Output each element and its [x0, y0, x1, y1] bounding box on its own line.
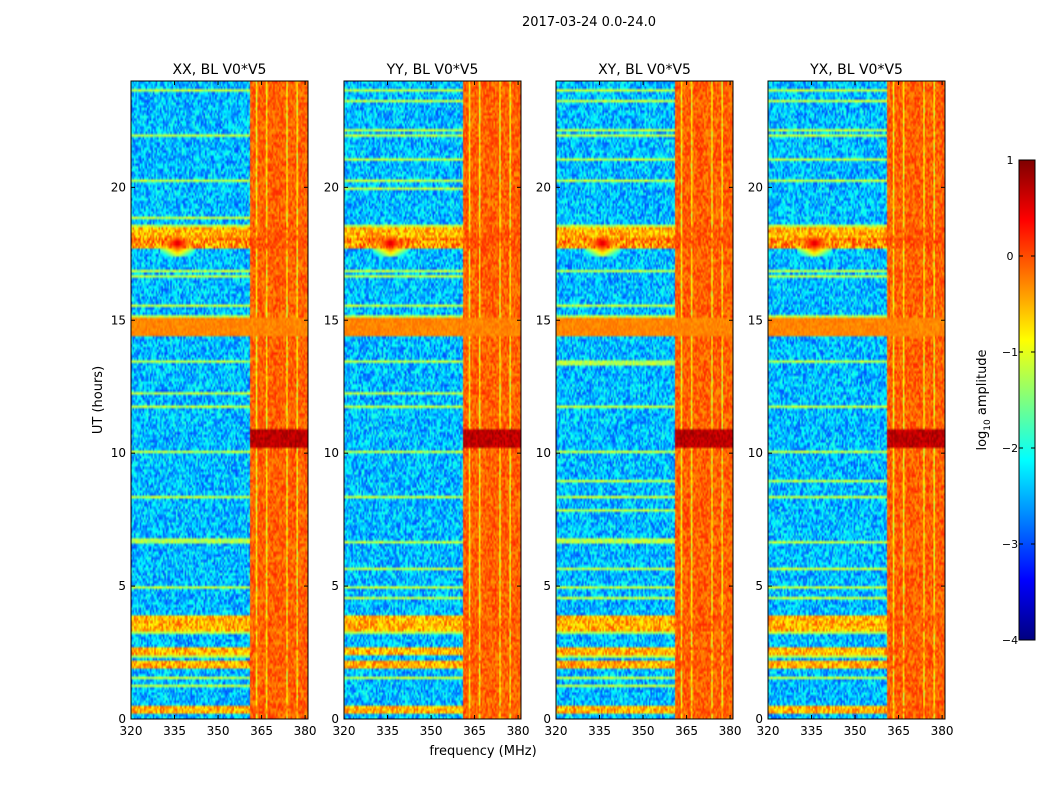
- colorbar-ticks: 1 0 −1 −2 −3 −4: [1002, 154, 1035, 647]
- colorbar-tick-label: −1: [1002, 346, 1018, 359]
- panel-2: YY, BL V0*V5 320 335 350 365 380 0 5 10 15 20: [324, 62, 530, 738]
- y-tick-label: 5: [118, 579, 126, 593]
- x-tick-label: 335: [800, 724, 823, 738]
- y-tick-label: 5: [543, 579, 551, 593]
- y-tick-label: 15: [748, 313, 763, 327]
- x-tick-label: 365: [887, 724, 910, 738]
- y-tick-label: 20: [748, 180, 763, 194]
- x-tick-label: 365: [463, 724, 486, 738]
- colorbar-label-subscript: 10: [983, 419, 993, 431]
- panel-title: XX, BL V0*V5: [173, 62, 267, 78]
- y-axis-label: UT (hours): [91, 366, 106, 434]
- y-tick-label: 10: [324, 446, 339, 460]
- y-tick-label: 20: [324, 180, 339, 194]
- colorbar-tick-label: −3: [1002, 538, 1018, 551]
- spectrogram-3: [556, 81, 733, 719]
- x-tick-label: 335: [376, 724, 399, 738]
- x-tick-label: 320: [545, 724, 568, 738]
- x-tick-label: 335: [163, 724, 186, 738]
- panel-title: YX, BL V0*V5: [809, 62, 903, 78]
- x-tick-label: 335: [588, 724, 611, 738]
- x-tick-label: 380: [719, 724, 742, 738]
- spectrogram-2: [344, 81, 521, 719]
- x-tick-label: 320: [757, 724, 780, 738]
- axes-frame: [343, 80, 522, 720]
- x-tick-label: 350: [844, 724, 867, 738]
- y-tick-label: 0: [331, 712, 339, 726]
- y-tick-label: 10: [536, 446, 551, 460]
- x-tick-label: 380: [931, 724, 954, 738]
- x-tick-label: 320: [333, 724, 356, 738]
- x-tick-label: 350: [207, 724, 230, 738]
- y-tick-label: 5: [331, 579, 339, 593]
- colorbar-tick-label: −2: [1002, 442, 1018, 455]
- axes-frame: [130, 80, 309, 720]
- x-axis-label: frequency (MHz): [429, 744, 536, 759]
- y-tick-label: 5: [755, 579, 763, 593]
- spectrogram-1: [131, 81, 308, 719]
- colorbar-label: log10 amplitude: [975, 349, 993, 450]
- y-tick-label: 0: [543, 712, 551, 726]
- y-tick-label: 15: [111, 313, 126, 327]
- y-tick-label: 0: [118, 712, 126, 726]
- colorbar-fill: [1018, 159, 1036, 641]
- colorbar-tick-label: −4: [1002, 634, 1018, 647]
- figure-suptitle: 2017-03-24 0.0-24.0: [522, 15, 656, 30]
- x-tick-label: 350: [632, 724, 655, 738]
- x-tick-label: 350: [420, 724, 443, 738]
- panel-title: XY, BL V0*V5: [598, 62, 691, 78]
- colorbar: 10−1−2−3−4 log10 amplitude: [975, 154, 1036, 647]
- y-tick-label: 20: [111, 180, 126, 194]
- y-tick-label: 10: [111, 446, 126, 460]
- y-tick-label: 15: [324, 313, 339, 327]
- x-tick-label: 365: [250, 724, 273, 738]
- axes-frame: [555, 80, 734, 720]
- y-tick-label: 0: [755, 712, 763, 726]
- y-tick-label: 20: [536, 180, 551, 194]
- x-tick-label: 320: [120, 724, 143, 738]
- panel-title: YY, BL V0*V5: [386, 62, 479, 78]
- panel-4: YX, BL V0*V5 320 335 350 365 380 0 5 10 15 20: [748, 62, 954, 738]
- panel-3: XY, BL V0*V5 320 335 350 365 380 0 5 10 15 20: [536, 62, 742, 738]
- x-tick-label: 365: [675, 724, 698, 738]
- colorbar-tick-label: 1: [1007, 154, 1014, 167]
- x-tick-label: 380: [507, 724, 530, 738]
- x-tick-label: 380: [294, 724, 317, 738]
- y-tick-label: 15: [536, 313, 551, 327]
- spectrogram-4: [768, 81, 945, 719]
- axes-frame: [767, 80, 946, 720]
- colorbar-tick-label: 0: [1007, 250, 1014, 263]
- y-tick-label: 10: [748, 446, 763, 460]
- panel-1: XX, BL V0*V5 320 335 350 365 380 0 5 10 15 20: [111, 62, 317, 738]
